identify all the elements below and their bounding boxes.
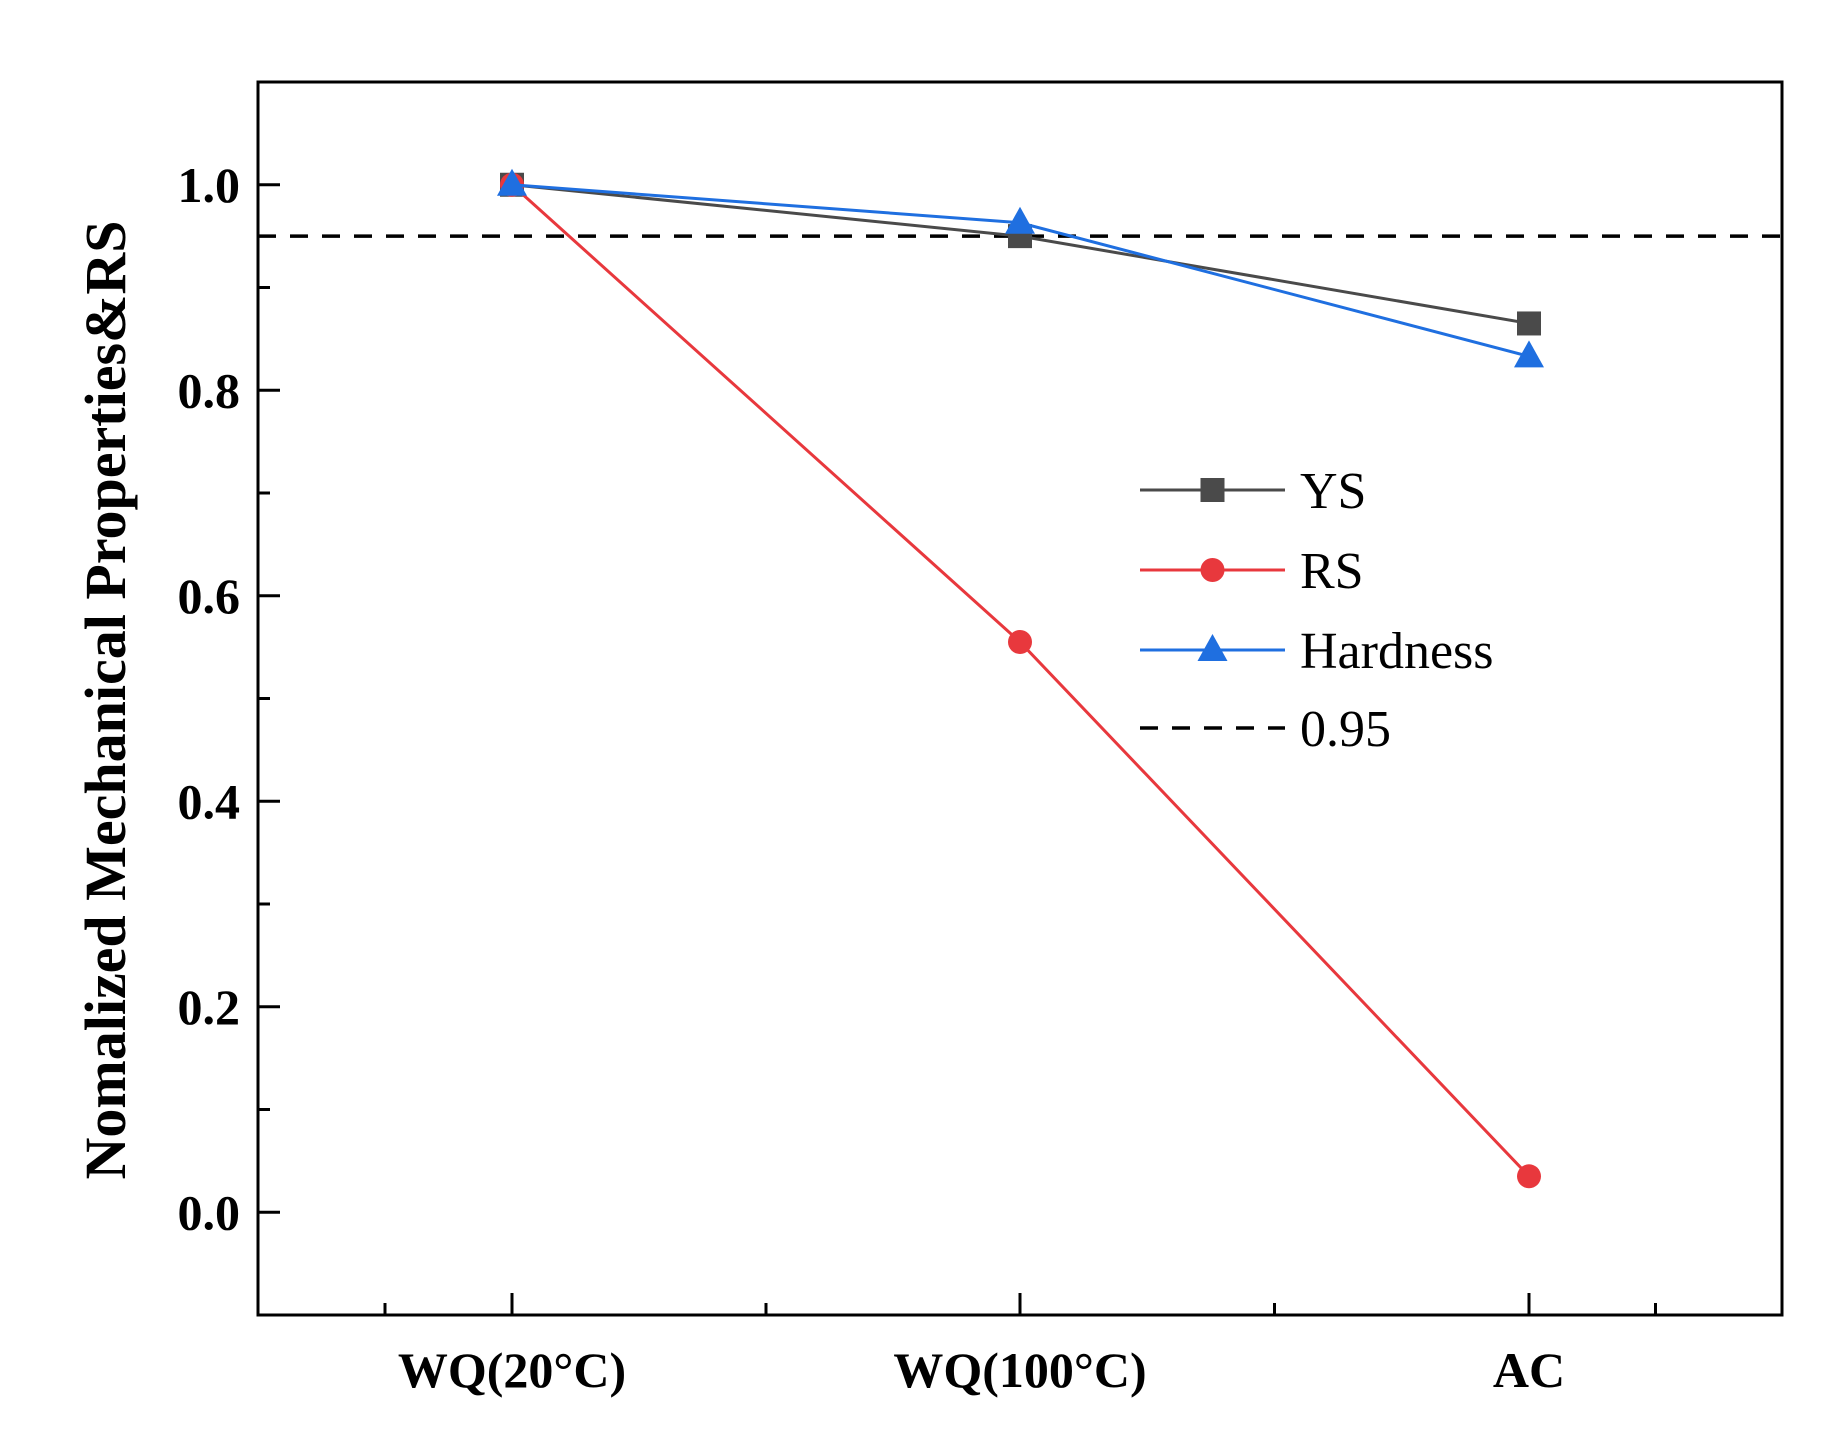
series-rs-point-1 (1008, 629, 1032, 654)
series-ys-line (511, 183, 1530, 325)
series-hardness-point-1 (1005, 206, 1035, 234)
series-ys (500, 172, 1541, 336)
series-hardness-point-0 (497, 168, 527, 196)
y-tick-label-5: 1.0 (178, 157, 241, 213)
legend-label-rs: RS (1300, 543, 1364, 600)
y-tick-label-0: 0.0 (178, 1184, 241, 1240)
x-tick-label-1: WQ(100°C) (893, 1342, 1146, 1398)
series-rs-point-2 (1517, 1164, 1541, 1189)
y-tick-label-2: 0.4 (178, 773, 241, 829)
x-axis: WQ(20°C) WQ(100°C) AC (383, 1293, 1657, 1398)
legend-label-ys: YS (1300, 463, 1366, 520)
x-tick-label-0: WQ(20°C) (398, 1342, 626, 1398)
series-hardness (497, 168, 1544, 368)
plot-frame (256, 80, 1784, 1317)
legend-marker-ys (1200, 478, 1225, 502)
legend-marker-rs (1200, 558, 1225, 582)
series-hardness-point-2 (1514, 340, 1544, 368)
plot-border (256, 80, 1784, 1317)
series-ys-point-2 (1517, 311, 1541, 336)
series-rs (500, 172, 1541, 1189)
legend-marker-hardness (1197, 634, 1228, 661)
y-axis-title: Nomalized Mechanical Properties&RS (73, 221, 138, 1180)
x-tick-label-2: AC (1493, 1342, 1565, 1398)
y-tick-label-3: 0.6 (178, 568, 241, 624)
legend-label-reference: 0.95 (1300, 701, 1391, 758)
series-group (497, 168, 1544, 1189)
series-rs-line (510, 183, 1531, 1178)
y-axis: 0.0 0.2 0.4 0.6 0.8 1.0 (178, 157, 280, 1240)
y-tick-label-1: 0.2 (178, 979, 241, 1035)
legend: YS RS Hardness 0.95 (1140, 463, 1494, 758)
legend-label-hardness: Hardness (1300, 623, 1494, 680)
y-tick-label-4: 0.8 (178, 362, 241, 418)
